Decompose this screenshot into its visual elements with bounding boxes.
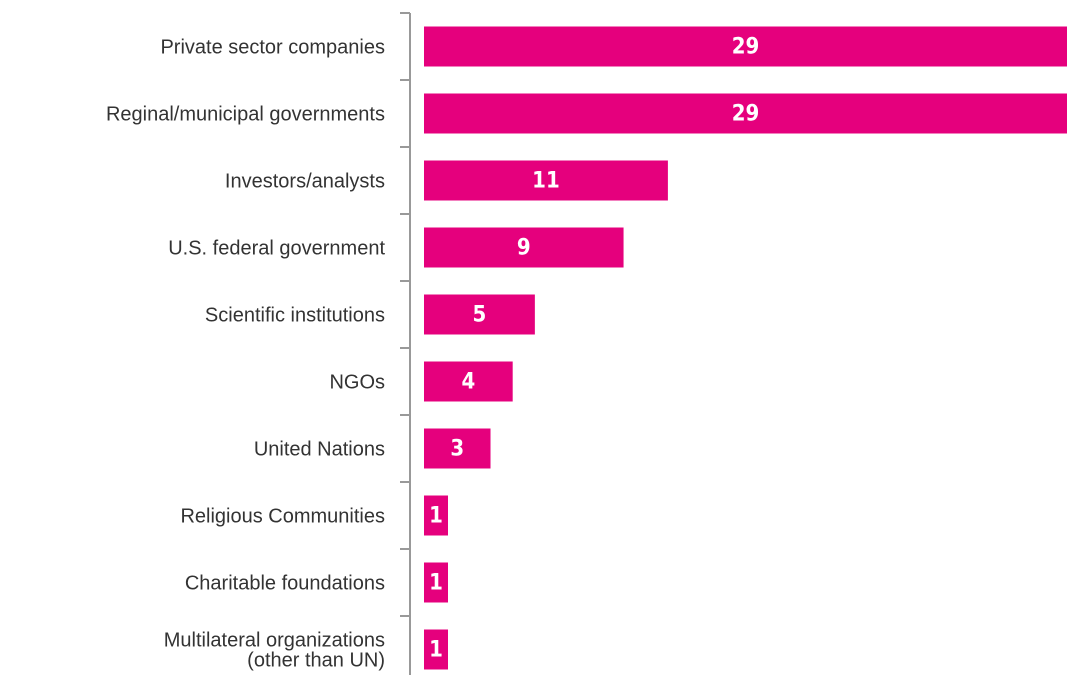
bar <box>424 495 448 536</box>
y-tick-label: Private sector companies <box>160 37 385 59</box>
data-label: 3 <box>450 437 464 462</box>
data-label: 1 <box>429 571 443 596</box>
data-label: 9 <box>517 236 531 261</box>
data-label: 4 <box>461 370 475 395</box>
data-label: 1 <box>429 638 443 663</box>
y-tick-label: Multilateral organizations (other than UN… <box>164 630 385 672</box>
data-label: 1 <box>429 504 443 529</box>
bar <box>424 294 535 335</box>
bar <box>424 26 1067 67</box>
bar <box>424 160 668 201</box>
bar <box>424 361 513 402</box>
bar <box>424 227 624 268</box>
data-label: 29 <box>732 35 760 60</box>
bar <box>424 93 1067 134</box>
y-tick-label: NGOs <box>329 372 385 394</box>
y-tick-label: Investors/analysts <box>225 171 385 193</box>
y-tick-label: Charitable foundations <box>185 573 385 595</box>
y-tick-label: Reginal/municipal governments <box>106 104 385 126</box>
bar <box>424 428 491 469</box>
data-label: 29 <box>732 102 760 127</box>
bar <box>424 562 448 603</box>
bar <box>424 629 448 670</box>
y-tick-label: Religious Communities <box>180 506 385 528</box>
y-tick-label: United Nations <box>254 439 385 461</box>
y-tick-label: U.S. federal government <box>168 238 385 260</box>
y-tick-label: Scientific institutions <box>205 305 385 327</box>
data-label: 5 <box>473 303 487 328</box>
data-label: 11 <box>532 169 560 194</box>
